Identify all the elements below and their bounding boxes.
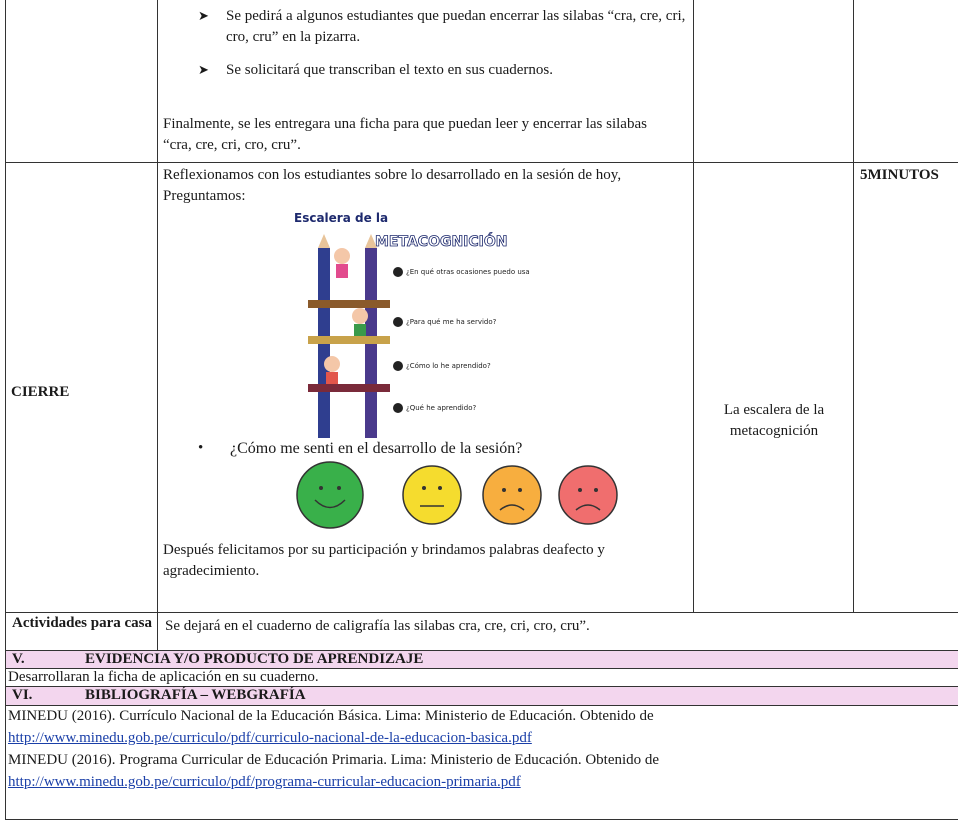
pencil-tip	[365, 234, 377, 248]
paragraph: Después felicitamos por su participación…	[163, 542, 605, 579]
image-title: Escalera de la	[294, 211, 388, 225]
rung	[308, 300, 390, 308]
section-number: V.	[12, 651, 25, 667]
marker	[393, 361, 403, 371]
paragraph: Desarrollaran la ficha de aplicación en …	[8, 669, 319, 685]
face-mouth	[314, 499, 346, 509]
marker	[393, 403, 403, 413]
face	[296, 461, 364, 529]
paragraph: Se dejará en el cuaderno de caligrafía l…	[165, 618, 590, 634]
section-number: VI.	[12, 687, 33, 703]
cell	[693, 0, 854, 163]
bullet-text: Se solicitará que transcriban el texto e…	[226, 62, 553, 78]
face-mouth	[499, 504, 525, 511]
image-question: ¿En qué otras ocasiones puedo usarlo?	[406, 268, 530, 276]
bullet-icon: •	[198, 440, 204, 456]
face	[402, 465, 462, 525]
face	[482, 465, 542, 525]
child	[336, 264, 348, 278]
cell	[5, 0, 158, 163]
reference-link[interactable]: http://www.minedu.gob.pe/curriculo/pdf/p…	[8, 774, 521, 790]
image-question: ¿Cómo lo he aprendido?	[406, 362, 491, 370]
cell	[853, 0, 958, 163]
rung	[308, 384, 390, 392]
section-title: BIBLIOGRAFÍA – WEBGRAFÍA	[85, 687, 306, 703]
child	[352, 308, 368, 324]
child	[326, 372, 338, 384]
stage-label: Actividades para casa	[12, 615, 152, 631]
stage-label: CIERRE	[11, 384, 70, 400]
image-question: ¿Para qué me ha servido?	[406, 318, 497, 326]
reference-link[interactable]: http://www.minedu.gob.pe/curriculo/pdf/c…	[8, 730, 532, 746]
paragraph: Reflexionamos con los estudiantes sobre …	[163, 167, 622, 204]
resource: La escalera de la metacognición	[723, 402, 825, 439]
time: 5MINUTOS	[860, 167, 939, 183]
bullet-icon: ➤	[198, 8, 209, 23]
bullet-text: ¿Cómo me senti en el desarrollo de la se…	[230, 440, 523, 457]
paragraph: Finalmente, se les entregara una ficha p…	[163, 116, 647, 153]
reference: MINEDU (2016). Currículo Nacional de la …	[8, 708, 654, 724]
emotion-faces	[296, 461, 618, 529]
section-title: EVIDENCIA Y/O PRODUCTO DE APRENDIZAJE	[85, 651, 424, 667]
bullet-icon: ➤	[198, 62, 209, 77]
cell	[853, 162, 958, 613]
cell	[693, 162, 854, 613]
child	[334, 248, 350, 264]
metacognition-illustration: Escalera de la METACOGNICIÓN ¿En qué otr…	[294, 211, 530, 438]
image-question: ¿Qué he aprendido?	[406, 404, 476, 412]
child	[354, 324, 366, 336]
pencil-tip	[318, 234, 330, 248]
child	[324, 356, 340, 372]
bullet-text: Se pedirá a algunos estudiantes que pued…	[226, 8, 686, 45]
image-title: METACOGNICIÓN	[375, 232, 508, 250]
marker	[393, 317, 403, 327]
face	[558, 465, 618, 525]
face-mouth	[575, 504, 601, 511]
reference: MINEDU (2016). Programa Curricular de Ed…	[8, 752, 660, 768]
marker	[393, 267, 403, 277]
rung	[308, 336, 390, 344]
